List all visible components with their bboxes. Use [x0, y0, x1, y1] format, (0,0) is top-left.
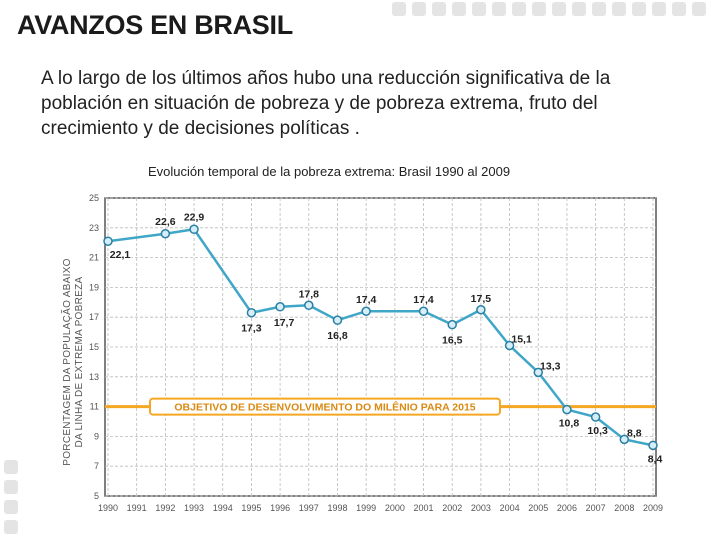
x-tick-label: 1994: [213, 503, 233, 513]
x-tick-label: 2000: [385, 503, 405, 513]
decorative-icon-strip-left: [4, 460, 18, 534]
data-label: 17,4: [413, 294, 434, 306]
y-tick-label: 9: [94, 431, 99, 441]
data-point: [533, 367, 544, 378]
x-tick-label: 1999: [356, 503, 376, 513]
data-point: [189, 224, 199, 235]
data-point: [447, 319, 457, 330]
data-label: 17,3: [241, 323, 262, 335]
data-label: 16,8: [327, 330, 348, 342]
data-label: 8,4: [648, 453, 663, 465]
x-tick-label: 2001: [414, 503, 434, 513]
x-tick-label: 1992: [155, 503, 175, 513]
data-point: [590, 412, 601, 422]
y-tick-label: 15: [89, 342, 99, 352]
data-point: [562, 404, 572, 415]
data-label: 17,8: [299, 288, 320, 300]
y-tick-label: 21: [89, 253, 99, 263]
x-tick-label: 1997: [299, 503, 319, 513]
target-label: OBJETIVO DE DESENVOLVIMENTO DO MILÊNIO P…: [174, 401, 475, 414]
slide-title: AVANZOS EN BRASIL: [17, 10, 293, 40]
data-label: 16,5: [442, 335, 463, 347]
poverty-line-chart: 5 7 9 11 13 15 17 19 21 23 25 1990 1991 1992 1993 1994 1…: [60, 193, 663, 513]
x-tick-label: 1993: [184, 503, 204, 513]
chart-caption: Evolución temporal de la pobreza extrema…: [148, 164, 511, 179]
x-tick-label: 2007: [586, 503, 606, 513]
x-tick-label: 1991: [127, 503, 147, 513]
data-label: 15,1: [511, 334, 532, 346]
data-point: [304, 300, 314, 311]
x-tick-label: 2003: [471, 503, 491, 513]
y-tick-label: 7: [94, 461, 99, 471]
y-tick-label: 13: [89, 372, 99, 382]
data-point: [275, 302, 285, 312]
data-label: 17,5: [471, 293, 492, 305]
x-tick-label: 1996: [270, 503, 290, 513]
decorative-icon-strip: [392, 2, 706, 16]
target-label-box: [149, 397, 501, 416]
x-tick-label: 2004: [500, 503, 520, 513]
y-axis-label: PORCENTAGEM DA POPULAÇÃO ABAIXODA LINHA …: [60, 258, 85, 466]
x-tick-label: 2005: [528, 503, 548, 513]
y-tick-label: 17: [89, 312, 99, 322]
x-tick-label: 1995: [241, 503, 261, 513]
data-point: [619, 434, 630, 445]
data-label: 13,3: [540, 360, 561, 372]
data-point: [160, 229, 171, 239]
x-tick-label: 1990: [98, 503, 118, 513]
data-label: 22,1: [110, 249, 131, 261]
data-label: 10,3: [587, 425, 608, 437]
y-tick-label: 11: [90, 402, 99, 412]
x-tick-label: 1998: [327, 503, 347, 513]
data-point: [418, 306, 429, 316]
data-label: 8,8: [627, 427, 642, 439]
intro-paragraph: A lo largo de los últimos años hubo una …: [41, 68, 611, 139]
data-point: [648, 440, 658, 451]
data-point: [246, 307, 257, 318]
data-label: 22,9: [184, 211, 205, 223]
data-point: [361, 306, 371, 316]
data-point: [504, 340, 515, 351]
y-tick-label: 5: [94, 491, 99, 501]
x-tick-label: 2009: [643, 503, 663, 513]
x-tick-label: 2008: [614, 503, 634, 513]
y-tick-label: 23: [89, 223, 99, 233]
y-tick-label: 19: [89, 282, 99, 292]
x-tick-label: 2002: [442, 503, 462, 513]
data-label: 10,8: [559, 418, 580, 430]
x-tick-label: 2006: [557, 503, 577, 513]
y-tick-label: 25: [89, 193, 99, 203]
data-label: 17,4: [356, 294, 377, 306]
data-point: [476, 305, 486, 315]
data-point: [332, 315, 343, 325]
data-label: 17,7: [274, 317, 295, 329]
data-label: 22,6: [155, 216, 176, 228]
data-point: [103, 236, 113, 246]
